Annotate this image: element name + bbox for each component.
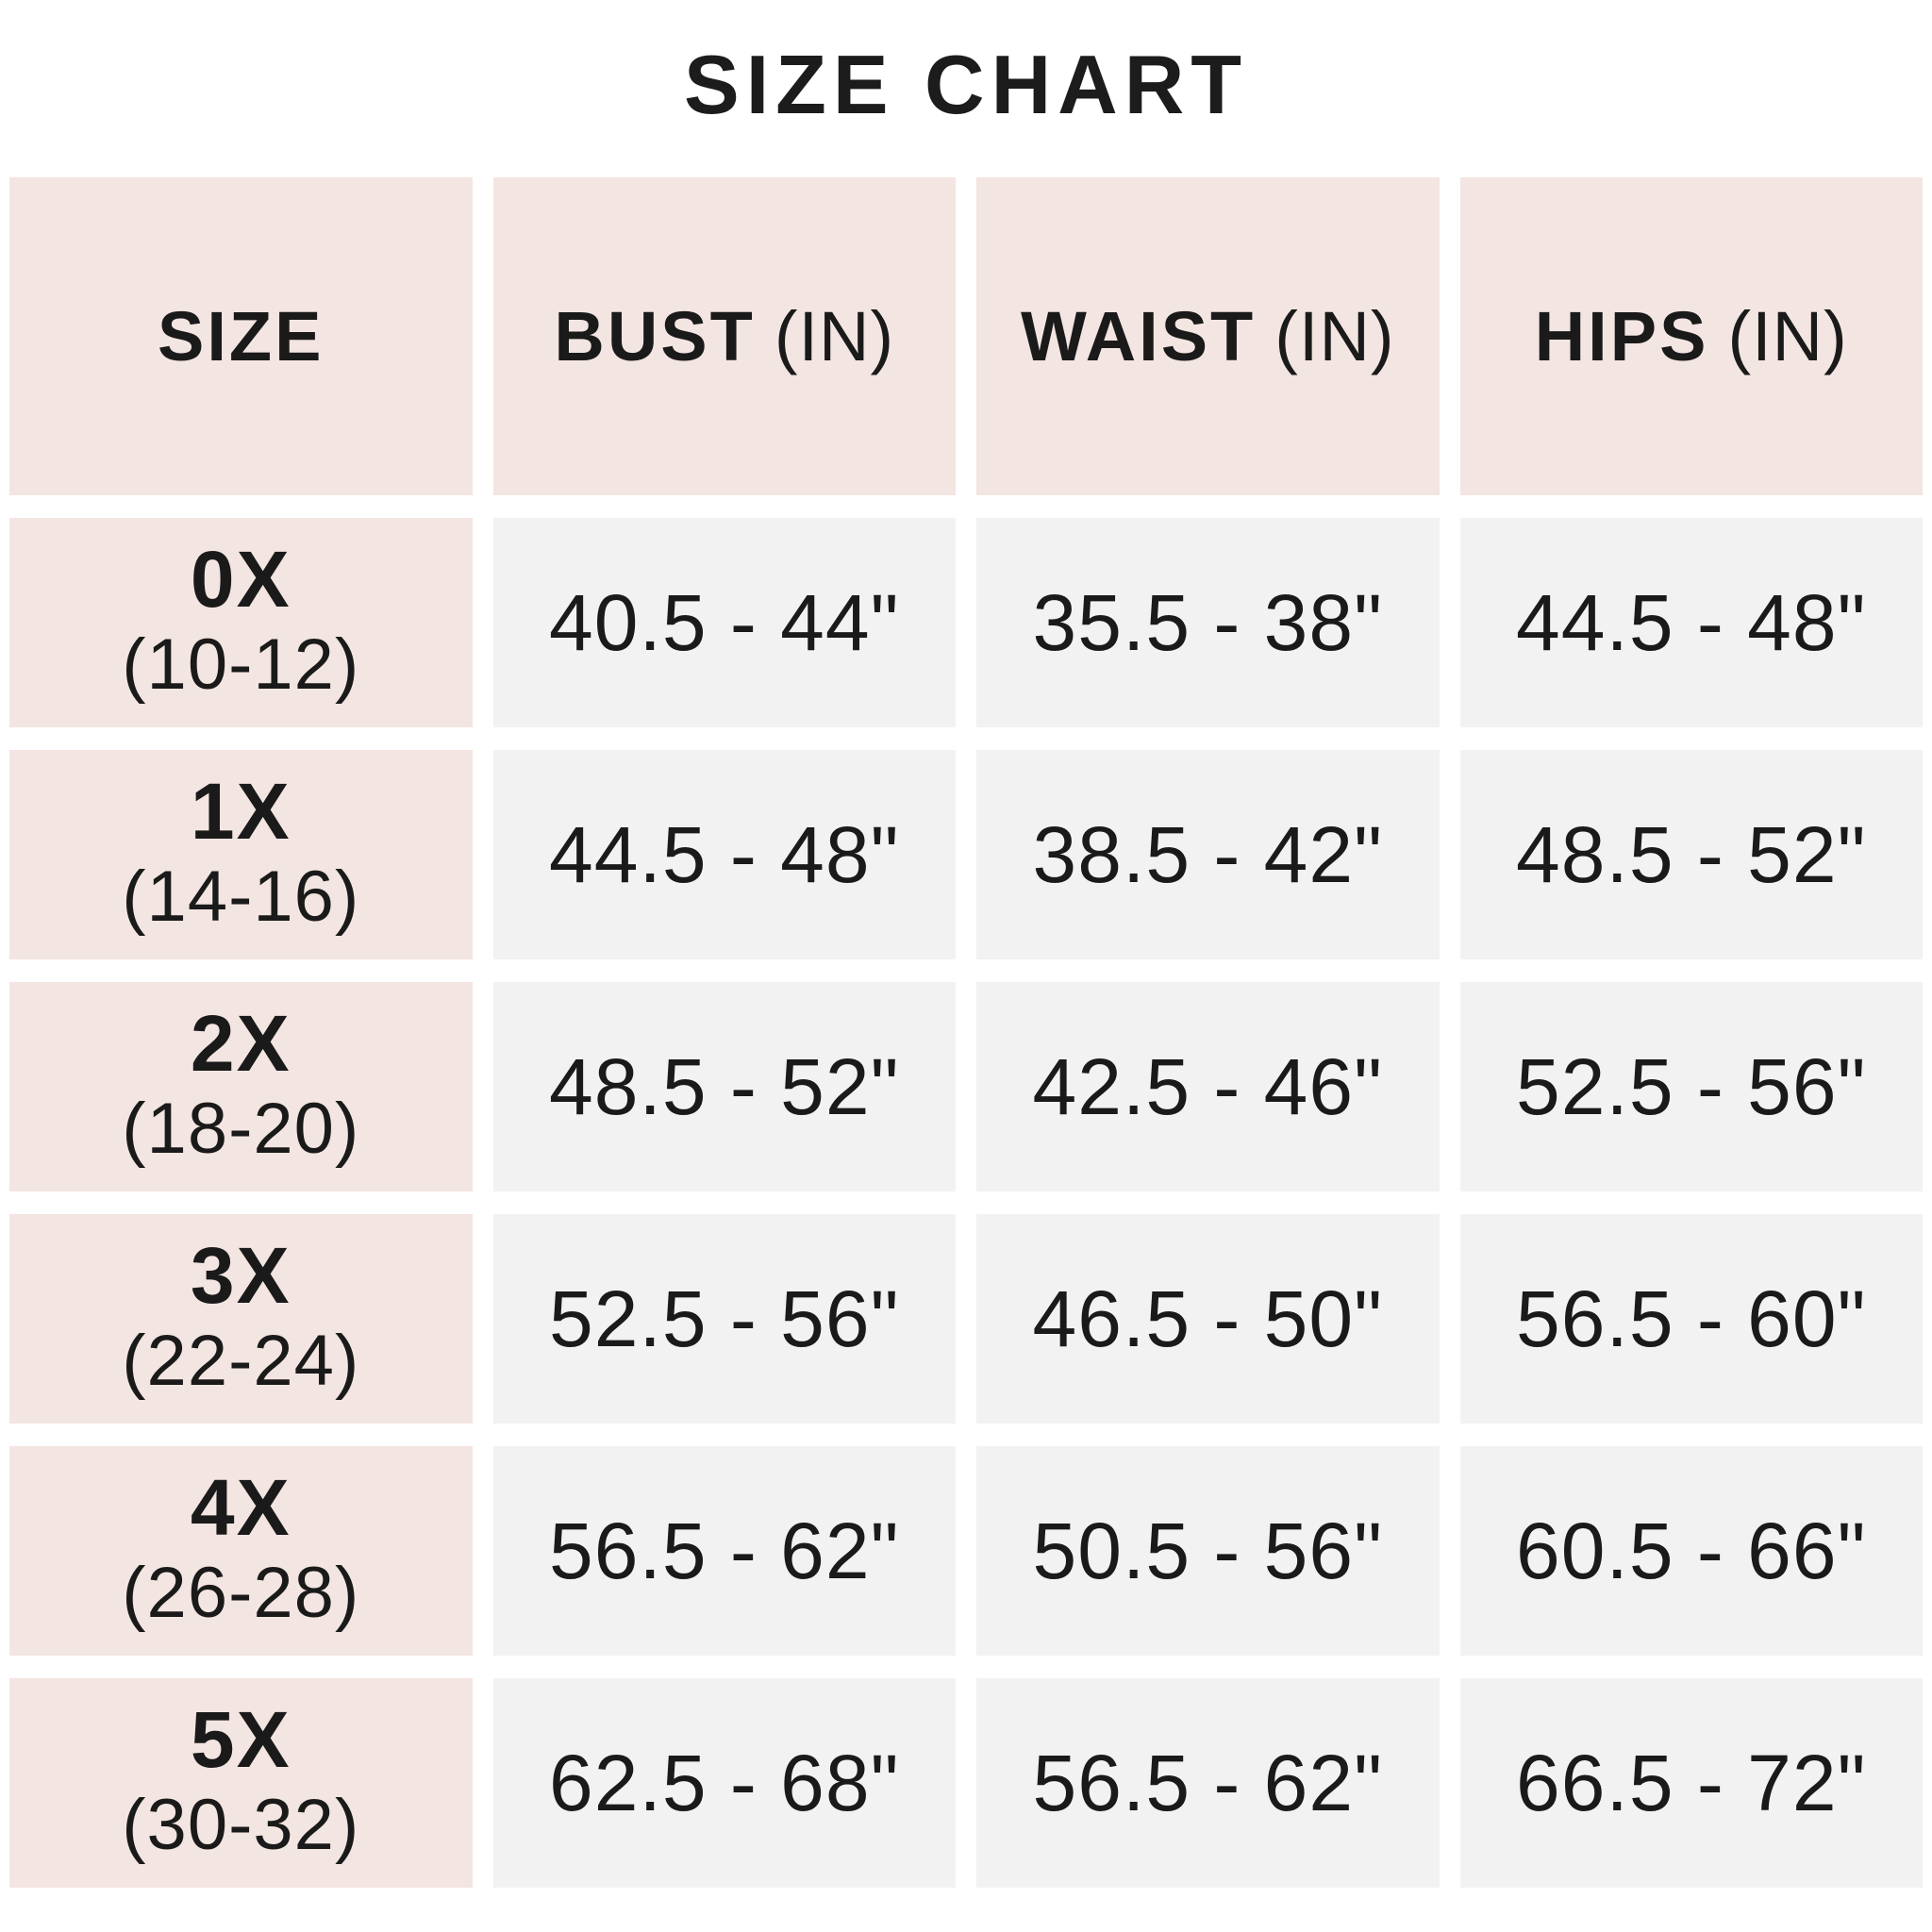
column-header-bust-unit: (IN): [774, 297, 895, 375]
column-header-size: SIZE: [9, 177, 473, 495]
size-label: 1X: [190, 767, 291, 857]
cell-0x-hips: 44.5 - 48": [1459, 518, 1923, 727]
row-header-3x: 3X (22-24): [9, 1214, 473, 1424]
column-header-hips-unit: (IN): [1727, 297, 1848, 375]
cell-2x-hips: 52.5 - 56": [1459, 982, 1923, 1191]
cell-0x-bust: 40.5 - 44": [492, 518, 956, 727]
page-title: SIZE CHART: [684, 38, 1248, 131]
cell-3x-waist: 46.5 - 50": [976, 1214, 1440, 1424]
row-header-0x: 0X (10-12): [9, 518, 473, 727]
cell-1x-bust: 44.5 - 48": [492, 750, 956, 959]
cell-4x-bust: 56.5 - 62": [492, 1446, 956, 1656]
column-header-waist: WAIST (IN): [976, 177, 1440, 495]
row-header-2x: 2X (18-20): [9, 982, 473, 1191]
size-range: (30-32): [122, 1784, 360, 1865]
size-label: 5X: [190, 1695, 291, 1785]
column-header-hips: HIPS (IN): [1459, 177, 1923, 495]
column-header-waist-label: WAIST: [1020, 297, 1257, 375]
size-chart-table: SIZE BUST (IN) WAIST (IN) HIPS (IN) 0X (…: [9, 177, 1923, 1888]
column-header-bust: BUST (IN): [492, 177, 956, 495]
size-label: 3X: [190, 1231, 291, 1321]
cell-1x-hips: 48.5 - 52": [1459, 750, 1923, 959]
size-range: (22-24): [122, 1320, 360, 1401]
size-range: (18-20): [122, 1088, 360, 1169]
cell-5x-hips: 66.5 - 72": [1459, 1678, 1923, 1888]
cell-1x-waist: 38.5 - 42": [976, 750, 1440, 959]
cell-2x-bust: 48.5 - 52": [492, 982, 956, 1191]
size-label: 4X: [190, 1463, 291, 1553]
row-header-5x: 5X (30-32): [9, 1678, 473, 1888]
size-label: 2X: [190, 999, 291, 1089]
size-range: (10-12): [122, 624, 360, 705]
cell-3x-hips: 56.5 - 60": [1459, 1214, 1923, 1424]
size-label: 0X: [190, 535, 291, 625]
cell-2x-waist: 42.5 - 46": [976, 982, 1440, 1191]
column-header-size-label: SIZE: [158, 297, 325, 375]
cell-4x-waist: 50.5 - 56": [976, 1446, 1440, 1656]
row-header-4x: 4X (26-28): [9, 1446, 473, 1656]
cell-3x-bust: 52.5 - 56": [492, 1214, 956, 1424]
column-header-hips-label: HIPS: [1534, 297, 1709, 375]
size-range: (14-16): [122, 856, 360, 937]
column-header-waist-unit: (IN): [1274, 297, 1395, 375]
cell-5x-waist: 56.5 - 62": [976, 1678, 1440, 1888]
column-header-bust-label: BUST: [554, 297, 756, 375]
row-header-1x: 1X (14-16): [9, 750, 473, 959]
cell-4x-hips: 60.5 - 66": [1459, 1446, 1923, 1656]
cell-5x-bust: 62.5 - 68": [492, 1678, 956, 1888]
size-range: (26-28): [122, 1552, 360, 1633]
cell-0x-waist: 35.5 - 38": [976, 518, 1440, 727]
